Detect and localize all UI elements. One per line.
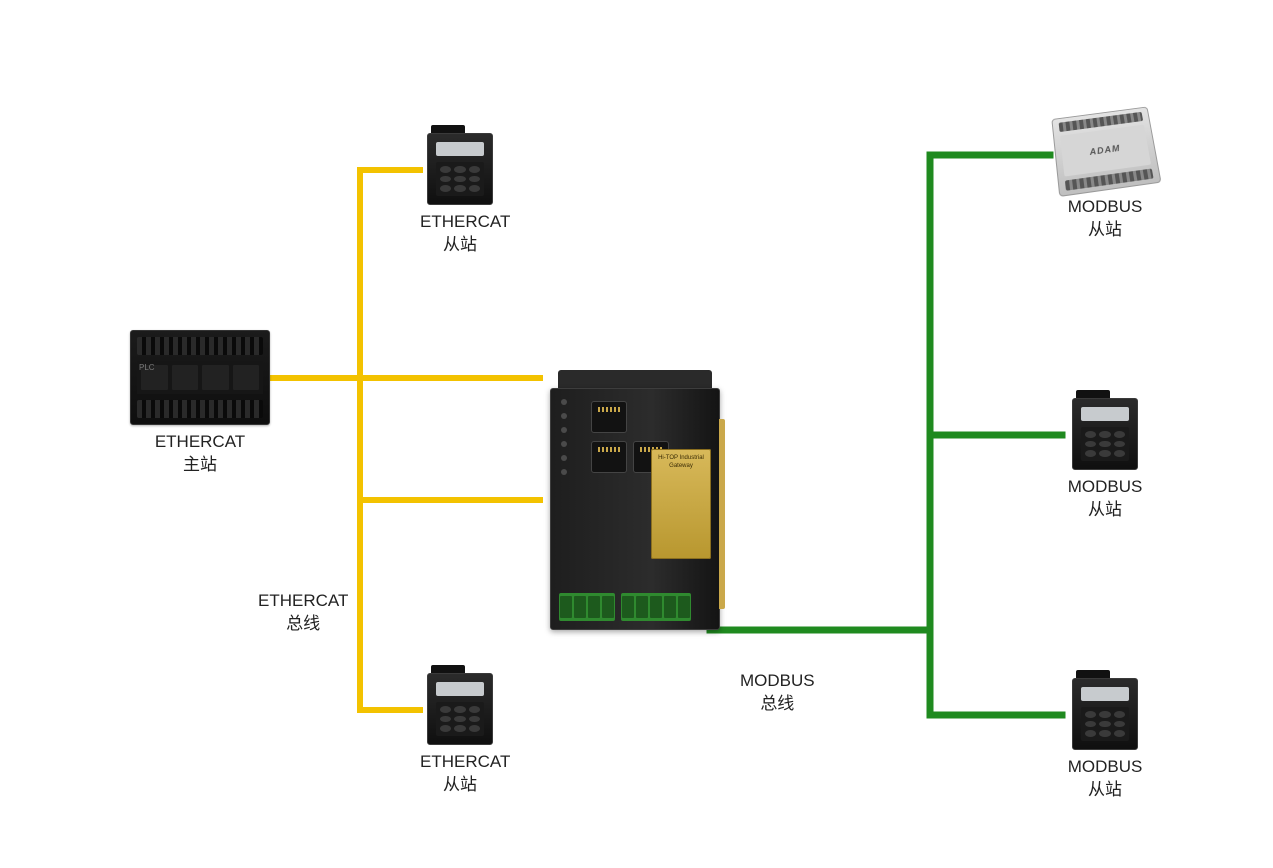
modbus-slave-top-node: ADAM MODBUS 从站 <box>1050 110 1160 242</box>
modbus-bus-wires <box>710 155 1062 715</box>
ethercat-slave-top-label: ETHERCAT 从站 <box>420 211 500 257</box>
network-diagram: { "canvas": { "width": 1273, "height": 8… <box>0 0 1273 868</box>
gateway-device-icon: Hi-TOP Industrial Gateway <box>550 370 720 630</box>
rj45-port-icon <box>591 441 627 473</box>
terminal-block-icon <box>621 593 691 621</box>
drive-device-icon <box>1072 390 1138 470</box>
ethercat-slave-top-node: ETHERCAT 从站 <box>420 125 500 257</box>
modbus-bus-label: MODBUS 总线 <box>740 670 815 716</box>
ethercat-master-label: ETHERCAT 主站 <box>130 431 270 477</box>
rj45-port-icon <box>591 401 627 433</box>
terminal-block-icon <box>559 593 615 621</box>
drive-device-icon <box>427 665 493 745</box>
gateway-node: Hi-TOP Industrial Gateway <box>540 370 730 630</box>
ethercat-slave-bottom-node: ETHERCAT 从站 <box>420 665 500 797</box>
ethercat-slave-bottom-label: ETHERCAT 从站 <box>420 751 500 797</box>
ethercat-bus-label: ETHERCAT 总线 <box>258 590 348 636</box>
modbus-slave-mid-node: MODBUS 从站 <box>1065 390 1145 522</box>
modbus-slave-mid-label: MODBUS 从站 <box>1065 476 1145 522</box>
drive-device-icon <box>427 125 493 205</box>
ethercat-master-node: PLC ETHERCAT 主站 <box>130 330 270 477</box>
drive-device-icon <box>1072 670 1138 750</box>
modbus-slave-top-label: MODBUS 从站 <box>1050 196 1160 242</box>
plc-device-icon: PLC <box>130 330 270 425</box>
modbus-slave-bot-node: MODBUS 从站 <box>1065 670 1145 802</box>
modbus-slave-bot-label: MODBUS 从站 <box>1065 756 1145 802</box>
adam-module-icon: ADAM <box>1051 106 1161 196</box>
gateway-nameplate: Hi-TOP Industrial Gateway <box>651 449 711 559</box>
